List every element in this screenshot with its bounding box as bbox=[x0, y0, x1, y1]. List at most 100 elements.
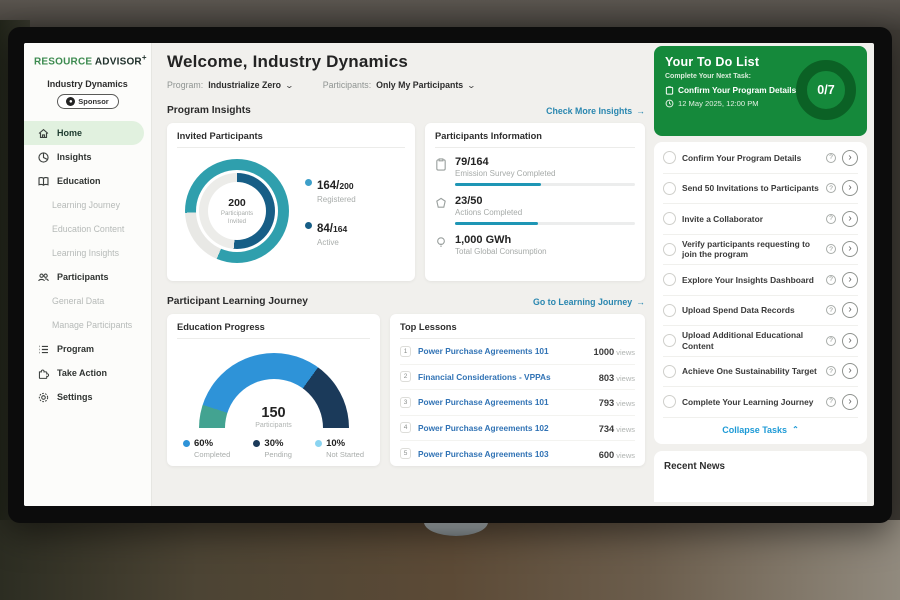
go-to-learning-journey-link[interactable]: Go to Learning Journey→ bbox=[533, 297, 645, 307]
help-icon[interactable]: ? bbox=[826, 153, 836, 163]
participants-label: Participants: bbox=[323, 80, 371, 90]
help-icon[interactable]: ? bbox=[826, 305, 836, 315]
todo-item: Verify participants requesting to join t… bbox=[663, 235, 858, 266]
chevron-up-icon: ⌃ bbox=[792, 425, 799, 434]
program-value: Industrialize Zero bbox=[208, 80, 281, 90]
lesson-link[interactable]: Power Purchase Agreements 103 bbox=[418, 449, 592, 459]
todo-panel: Your To Do List Complete Your Next Task:… bbox=[654, 43, 874, 506]
invited-participants-card: Invited Participants 200 Participants In… bbox=[167, 123, 415, 281]
participants-information-card: Participants Information 79/164 Emission… bbox=[425, 123, 645, 281]
help-icon[interactable]: ? bbox=[826, 366, 836, 376]
program-insights-header: Program Insights Check More Insights→ bbox=[167, 105, 645, 116]
lesson-link[interactable]: Power Purchase Agreements 102 bbox=[418, 423, 592, 433]
checkbox[interactable] bbox=[663, 243, 676, 256]
chevron-right-button[interactable]: › bbox=[842, 180, 858, 196]
sidebar-item-settings[interactable]: Settings bbox=[24, 385, 151, 409]
help-icon[interactable]: ? bbox=[826, 214, 836, 224]
survey-icon bbox=[435, 158, 447, 172]
lesson-link[interactable]: Power Purchase Agreements 101 bbox=[418, 397, 592, 407]
chevron-right-button[interactable]: › bbox=[842, 333, 858, 349]
section-title: Program Insights bbox=[167, 105, 251, 116]
info-value: 79/164 bbox=[455, 156, 635, 168]
sidebar-item-learning-insights[interactable]: Learning Insights bbox=[24, 241, 151, 265]
help-icon[interactable]: ? bbox=[826, 397, 836, 407]
help-icon[interactable]: ? bbox=[826, 275, 836, 285]
check-more-insights-link[interactable]: Check More Insights→ bbox=[546, 106, 645, 116]
checkbox[interactable] bbox=[663, 334, 676, 347]
todo-item-label: Verify participants requesting to join t… bbox=[682, 239, 820, 260]
arrow-right-icon: → bbox=[636, 106, 645, 116]
education-gauge-chart: 150 Participants bbox=[199, 353, 349, 429]
legend-dot bbox=[183, 440, 190, 447]
help-icon[interactable]: ? bbox=[826, 244, 836, 254]
todo-item: Explore Your Insights Dashboard ? › bbox=[663, 265, 858, 296]
todo-item: Upload Spend Data Records ? › bbox=[663, 296, 858, 327]
gauge-center-value: 150 bbox=[199, 405, 349, 421]
todo-item: Complete Your Learning Journey ? › bbox=[663, 387, 858, 418]
sidebar-item-manage-participants[interactable]: Manage Participants bbox=[24, 313, 151, 337]
chevron-right-button[interactable]: › bbox=[842, 272, 858, 288]
checkbox[interactable] bbox=[663, 212, 676, 225]
chevron-right-button[interactable]: › bbox=[842, 211, 858, 227]
help-icon[interactable]: ? bbox=[826, 183, 836, 193]
chevron-right-button[interactable]: › bbox=[842, 394, 858, 410]
info-row-consumption: 1,000 GWh Total Global Consumption bbox=[435, 234, 635, 256]
todo-item-label: Invite a Collaborator bbox=[682, 214, 820, 225]
sidebar-item-participants[interactable]: Participants bbox=[24, 265, 151, 289]
insights-cards-row: Invited Participants 200 Participants In… bbox=[167, 123, 645, 281]
lesson-row: 2 Financial Considerations - VPPAs 803vi… bbox=[400, 365, 635, 391]
lesson-link[interactable]: Power Purchase Agreements 101 bbox=[418, 346, 587, 356]
program-dropdown[interactable]: Program: Industrialize Zero ⌄ bbox=[167, 80, 293, 90]
sidebar-item-take-action[interactable]: Take Action bbox=[24, 361, 151, 385]
app-logo[interactable]: RESOURCE ADVISOR+ bbox=[24, 53, 151, 67]
todo-item-label: Send 50 Invitations to Participants bbox=[682, 183, 820, 194]
participants-dropdown[interactable]: Participants: Only My Participants ⌄ bbox=[323, 80, 475, 90]
progress-fill bbox=[455, 183, 541, 186]
home-icon bbox=[37, 127, 50, 140]
checkbox[interactable] bbox=[663, 182, 676, 195]
sidebar-item-general-data[interactable]: General Data bbox=[24, 289, 151, 313]
chevron-right-button[interactable]: › bbox=[842, 363, 858, 379]
todo-list-card: Confirm Your Program Details ? › Send 50… bbox=[654, 142, 867, 444]
todo-item-label: Upload Additional Educational Content bbox=[682, 330, 820, 351]
legend-active: 84/164 Active bbox=[305, 219, 356, 247]
clock-icon bbox=[665, 99, 674, 108]
chevron-right-button[interactable]: › bbox=[842, 302, 858, 318]
page-title: Welcome, Industry Dynamics bbox=[167, 52, 645, 72]
org-name: Industry Dynamics bbox=[24, 79, 151, 89]
sidebar-item-program[interactable]: Program bbox=[24, 337, 151, 361]
checkbox[interactable] bbox=[663, 304, 676, 317]
lesson-row: 3 Power Purchase Agreements 101 793views bbox=[400, 390, 635, 416]
checkbox[interactable] bbox=[663, 395, 676, 408]
legend-dot bbox=[315, 440, 322, 447]
info-value: 23/50 bbox=[455, 195, 635, 207]
sidebar-item-insights[interactable]: Insights bbox=[24, 145, 151, 169]
card-title: Participants Information bbox=[435, 131, 635, 148]
arrow-right-icon: → bbox=[636, 297, 645, 307]
sidebar-item-label: Education bbox=[57, 176, 101, 186]
checkbox[interactable] bbox=[663, 273, 676, 286]
donut-center-value: 200 bbox=[228, 197, 246, 209]
info-label: Actions Completed bbox=[455, 208, 635, 217]
insights-icon bbox=[37, 151, 50, 164]
checkbox[interactable] bbox=[663, 365, 676, 378]
donut-legend: 164/200 Registered 84/164 Active bbox=[305, 176, 356, 247]
sidebar-item-education[interactable]: Education bbox=[24, 169, 151, 193]
sidebar-item-label: Learning Insights bbox=[52, 248, 119, 258]
chevron-right-button[interactable]: › bbox=[842, 241, 858, 257]
sidebar-item-home[interactable]: Home bbox=[24, 121, 144, 145]
checkbox[interactable] bbox=[663, 151, 676, 164]
help-icon[interactable]: ? bbox=[826, 336, 836, 346]
lesson-rank: 5 bbox=[400, 448, 411, 459]
sidebar-item-learning-journey[interactable]: Learning Journey bbox=[24, 193, 151, 217]
collapse-tasks-link[interactable]: Collapse Tasks⌃ bbox=[663, 418, 858, 441]
todo-item-label: Upload Spend Data Records bbox=[682, 305, 820, 316]
people-icon bbox=[37, 271, 50, 284]
legend-dot bbox=[305, 179, 312, 186]
chevron-right-button[interactable]: › bbox=[842, 150, 858, 166]
sidebar-item-education-content[interactable]: Education Content bbox=[24, 217, 151, 241]
info-row-actions: 23/50 Actions Completed bbox=[435, 195, 635, 225]
legend-pending: 30% Pending bbox=[253, 438, 292, 459]
lesson-link[interactable]: Financial Considerations - VPPAs bbox=[418, 372, 592, 382]
invited-donut-chart: 200 Participants Invited bbox=[185, 159, 289, 263]
